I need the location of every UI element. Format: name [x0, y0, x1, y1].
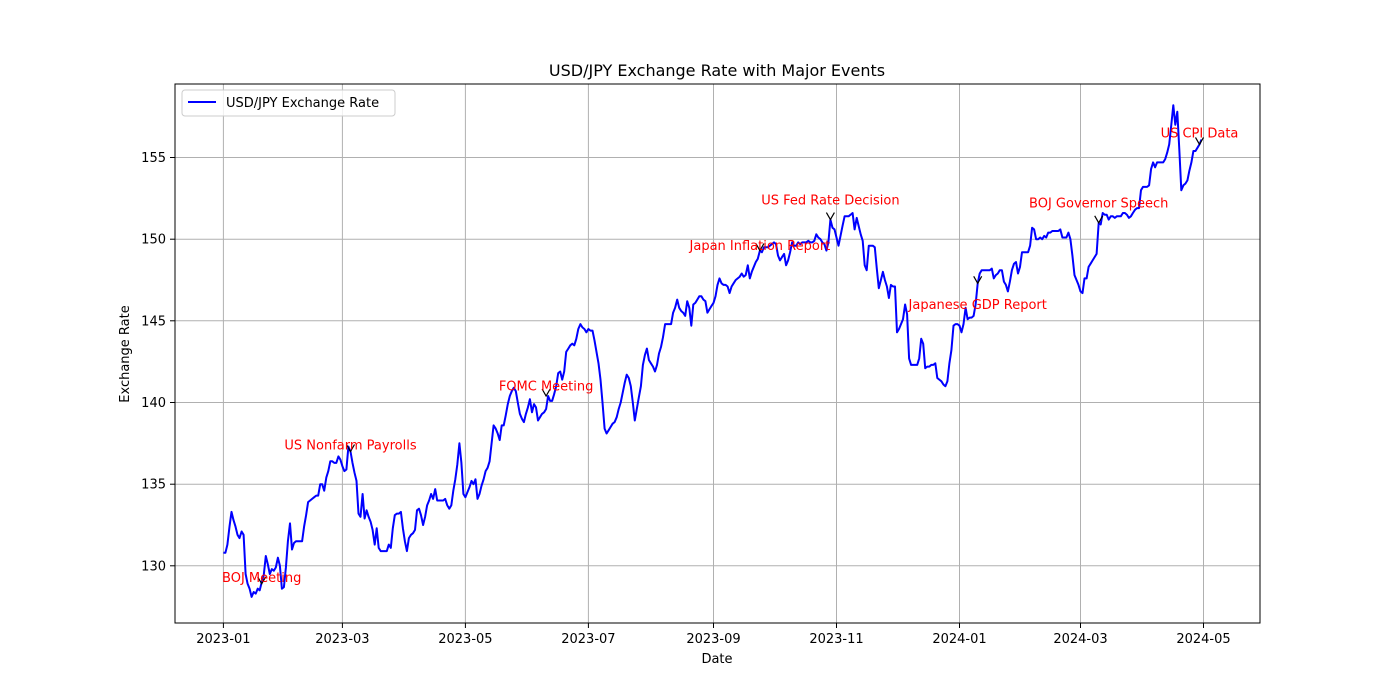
y-axis-title: Exchange Rate [118, 305, 133, 402]
annotation-arrow [1094, 215, 1104, 225]
annotation-arrow [345, 444, 356, 453]
x-tick-label: 2023-11 [809, 632, 863, 647]
x-tick-label: 2023-05 [438, 632, 492, 647]
legend-label: USD/JPY Exchange Rate [226, 96, 379, 111]
annotation-arrow [541, 388, 551, 398]
annotation-label: FOMC Meeting [499, 380, 594, 395]
y-tick-label: 135 [141, 478, 166, 493]
grid [175, 84, 1260, 623]
annotation-arrow [825, 212, 835, 221]
series-line-usdjpy [223, 104, 1203, 598]
x-tick-label: 2023-09 [686, 632, 740, 647]
y-tick-label: 155 [141, 151, 166, 166]
x-tick-label: 2023-03 [315, 632, 369, 647]
annotation-label: BOJ Meeting [222, 571, 301, 586]
y-tick-label: 140 [141, 396, 166, 411]
annotation-label: US CPI Data [1161, 127, 1239, 142]
annotation-arrow [1194, 137, 1205, 146]
annotation-label: BOJ Governor Speech [1029, 197, 1168, 212]
x-tick-label: 2024-03 [1053, 632, 1107, 647]
plot-frame [174, 83, 1261, 624]
annotation-arrow [973, 276, 983, 285]
series-layer [223, 104, 1203, 598]
axis-ticks: 2023-01 2023-03 2023-05 2023-07 2023-09 2023-… [141, 151, 1230, 647]
legend-box [181, 89, 396, 117]
chart-title: USD/JPY Exchange Rate with Major Events [549, 61, 885, 80]
y-tick-label: 130 [141, 559, 166, 574]
y-tick-label: 145 [141, 314, 166, 329]
x-tick-label: 2024-01 [932, 632, 986, 647]
annotation-arrow [755, 243, 765, 252]
y-tick-label: 150 [141, 233, 166, 248]
annotation-arrow [257, 576, 267, 586]
x-tick-label: 2023-07 [561, 632, 615, 647]
annotation-label: US Nonfarm Payrolls [284, 439, 416, 454]
annotations: BOJ Meeting US Nonfarm Payrolls FOMC Meeti… [222, 127, 1238, 586]
annotation-label: US Fed Rate Decision [761, 194, 899, 209]
legend: USD/JPY Exchange Rate [181, 89, 396, 117]
annotation-label: Japan Inflation Report [689, 239, 831, 254]
x-tick-label: 2024-05 [1176, 632, 1230, 647]
x-tick-label: 2023-01 [196, 632, 250, 647]
x-axis-title: Date [701, 652, 732, 667]
annotation-label: Japanese GDP Report [908, 298, 1047, 313]
